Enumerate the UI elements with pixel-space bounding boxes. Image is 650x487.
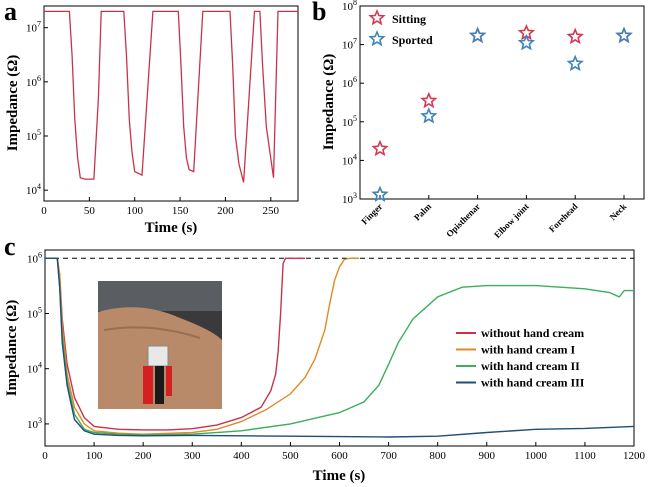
panel-letter-c: c xyxy=(4,232,16,261)
panel-b-point-sported xyxy=(517,33,536,51)
inset-photo-wrist-sensor xyxy=(98,281,222,409)
panel-a-ytick-label: 104 xyxy=(26,182,41,197)
panel-a-xtick-label: 50 xyxy=(84,205,96,217)
panel-c-xtick-label: 700 xyxy=(380,450,397,462)
panel-b-point-sitting xyxy=(566,27,584,45)
panel-c-line-with-hand-cream-I xyxy=(45,257,360,435)
panel-c-xtick-label: 600 xyxy=(331,450,348,462)
legend-sitting-star xyxy=(368,8,386,26)
panel-b-category-label: Elbow joint xyxy=(492,201,531,240)
panel-b-category-label: Forehead xyxy=(547,201,580,234)
panel-b-points xyxy=(371,23,633,202)
panel-b-ytick-label: 107 xyxy=(342,37,357,52)
panel-c-xtick-label: 1200 xyxy=(623,450,646,462)
panel-b-ytick-label: 106 xyxy=(342,75,357,90)
panel-b: 103 104 105 106 107 108 Finger Palm Opisthenar El… xyxy=(321,0,645,240)
panel-c-ytick-label: 105 xyxy=(27,305,42,320)
panel-letter-a: a xyxy=(4,0,17,26)
panel-a-xtick-label: 0 xyxy=(41,205,47,217)
legend-sitting-label: Sitting xyxy=(392,12,426,26)
panel-c-series-lines xyxy=(45,257,635,438)
legend-sported-star xyxy=(368,29,386,47)
panel-c-xtick-label: 400 xyxy=(233,450,250,462)
panel-a-ylabel: Impedance (Ω) xyxy=(5,55,21,152)
panel-b-category-label: Finger xyxy=(359,201,384,226)
panel-a-ytick-label: 107 xyxy=(26,20,41,35)
panel-b-point-sitting xyxy=(420,91,438,109)
panel-a-xtick-label: 100 xyxy=(126,205,143,217)
panel-a-ticks: 0 50 100 150 200 250 104 105 106 107 xyxy=(26,20,280,217)
panel-b-legend: Sitting Sported xyxy=(368,8,433,47)
panel-b-category-label: Palm xyxy=(412,201,434,223)
panel-c-line-with-hand-cream-III xyxy=(45,257,635,438)
panel-c-ytick-label: 106 xyxy=(27,250,42,265)
panel-b-ytick-label: 105 xyxy=(342,114,357,129)
panel-c-xlabel: Time (s) xyxy=(313,468,366,484)
panel-b-point-sported xyxy=(371,185,389,202)
panel-a-frame xyxy=(43,5,299,202)
panel-letter-b: b xyxy=(312,0,326,26)
panel-c-xtick-label: 200 xyxy=(135,450,152,462)
panel-b-ylabel: Impedance (Ω) xyxy=(321,54,337,151)
panel-b-category-label: Neck xyxy=(608,201,629,222)
panel-b-category-label: Opisthenar xyxy=(444,201,482,239)
panel-b-point-sported xyxy=(468,26,487,44)
panel-c-line-without-hand-cream xyxy=(45,257,306,431)
panel-b-point-sported xyxy=(615,26,633,44)
panel-b-point-sported xyxy=(420,107,438,124)
panel-c-xtick-label: 900 xyxy=(479,450,496,462)
panel-c-xtick-label: 300 xyxy=(184,450,201,462)
panel-c-line-with-hand-cream-II xyxy=(45,257,634,436)
panel-c-xtick-label: 1100 xyxy=(574,450,596,462)
panel-b-point-sported xyxy=(566,54,584,72)
panel-a-xtick-label: 200 xyxy=(217,205,234,217)
panel-c-xtick-label: 500 xyxy=(282,450,299,462)
panel-a-xtick-label: 250 xyxy=(263,205,280,217)
panel-a-xtick-label: 150 xyxy=(172,205,189,217)
legend-sported-label: Sported xyxy=(392,33,433,47)
panel-b-ytick-label: 104 xyxy=(342,152,357,167)
panel-c-ytick-label: 103 xyxy=(27,416,42,431)
panel-c-ticks: 0 100 200 300 400 500 600 700 800 900 1000 1100 1200… xyxy=(27,250,646,462)
panel-b-point-sitting xyxy=(371,139,389,157)
panel-c-xtick-label: 100 xyxy=(86,450,103,462)
panel-c-xtick-label: 0 xyxy=(42,450,48,462)
panel-c-legend-label: with hand cream I xyxy=(481,343,575,357)
panel-c-legend-label: with hand cream II xyxy=(481,359,580,373)
panel-a: 0 50 100 150 200 250 104 105 106 107 Time (s) Imp… xyxy=(5,5,299,236)
panel-c-legend: without hand cream with hand cream I with … xyxy=(456,326,585,390)
panel-a-ytick-label: 105 xyxy=(26,128,41,143)
panel-c-xtick-label: 800 xyxy=(429,450,446,462)
panel-c-legend-label: with hand cream III xyxy=(481,376,585,390)
panel-c-xtick-label: 1000 xyxy=(525,450,548,462)
panel-a-ytick-label: 106 xyxy=(26,74,41,89)
panel-b-ytick-label: 103 xyxy=(342,191,357,206)
panel-c: 0 100 200 300 400 500 600 700 800 900 1000 1100 1200… xyxy=(4,249,646,484)
panel-b-ytick-label: 108 xyxy=(342,0,357,13)
panel-a-xlabel: Time (s) xyxy=(145,220,198,236)
panel-c-legend-label: without hand cream xyxy=(481,326,584,340)
panel-c-ytick-label: 104 xyxy=(27,361,42,376)
panel-b-frame xyxy=(359,5,645,200)
panel-b-ticks: 103 104 105 106 107 108 Finger Palm Opisthenar El… xyxy=(342,0,628,240)
panel-c-ylabel: Impedance (Ω) xyxy=(4,300,20,397)
panel-a-series-line xyxy=(44,10,298,183)
